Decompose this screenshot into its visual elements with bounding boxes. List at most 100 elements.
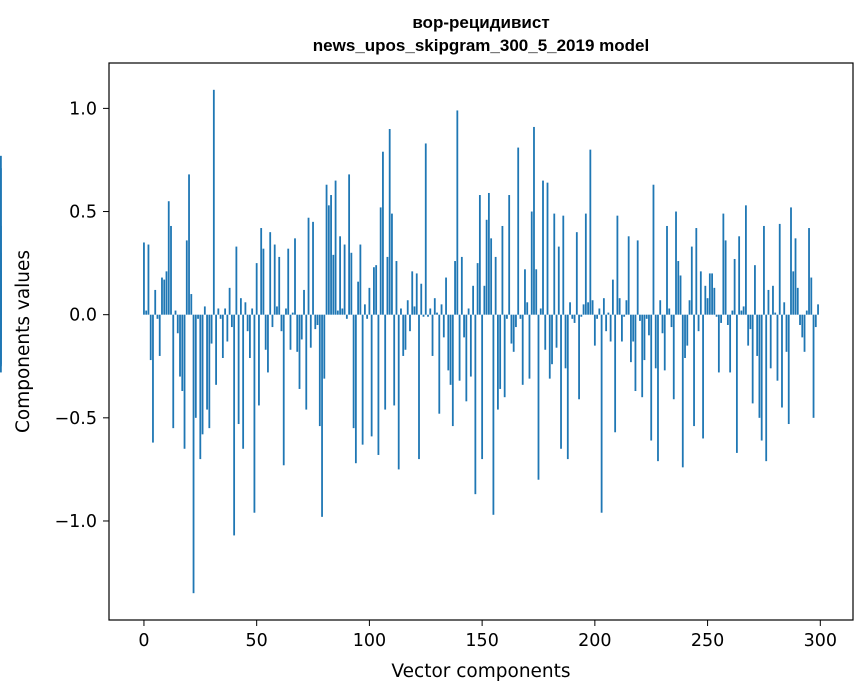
bar-193	[578, 314, 580, 400]
bar-263	[735, 314, 738, 453]
bar-71	[303, 289, 305, 315]
bar-93	[352, 314, 355, 429]
bar-184	[557, 246, 560, 315]
bar-42	[237, 314, 240, 425]
bar-217	[632, 314, 635, 342]
bar-52	[260, 228, 263, 315]
bar-276	[765, 314, 768, 462]
bar-281	[776, 314, 779, 381]
bar-125	[424, 143, 427, 315]
bar-91	[348, 174, 351, 315]
bar-154	[490, 238, 493, 315]
bar-231	[663, 314, 666, 371]
bar-83	[330, 195, 332, 315]
bar-4	[152, 314, 154, 443]
bar-206	[607, 312, 610, 315]
bar-297	[812, 314, 815, 418]
bar-240	[684, 314, 686, 358]
bar-76	[314, 314, 317, 330]
bar-65	[289, 314, 292, 350]
bar-109	[388, 129, 391, 315]
bar-77	[316, 314, 319, 325]
bar-27	[203, 306, 206, 315]
bar-55	[267, 314, 269, 373]
bar-121	[415, 273, 418, 315]
bar-211	[618, 298, 621, 315]
bar-170	[526, 302, 529, 315]
bar-270	[751, 314, 754, 404]
chart-title: вор-рецидивист	[412, 13, 549, 32]
bar-66	[291, 312, 294, 315]
bar-undefined	[0, 314, 2, 367]
bar-74	[309, 314, 312, 348]
bar-290	[796, 287, 799, 315]
bar-84	[332, 254, 335, 315]
bar-207	[609, 314, 612, 342]
bar-87	[339, 236, 341, 315]
x-tick-label: 50	[246, 631, 268, 651]
bar-132	[440, 304, 443, 315]
bar-22	[192, 314, 195, 594]
bar-160	[503, 314, 506, 398]
bar-21	[190, 294, 193, 315]
bar-6	[156, 314, 159, 319]
bar-227	[654, 314, 657, 369]
bar-289	[794, 238, 797, 315]
bar-107	[384, 314, 387, 410]
x-tick-label: 300	[804, 631, 837, 651]
bar-175	[537, 314, 540, 480]
bar-247	[699, 271, 702, 315]
bar-210	[616, 215, 619, 315]
bar-41	[235, 246, 238, 315]
bar-223	[645, 314, 648, 319]
bar-202	[598, 308, 601, 315]
bar-26	[201, 314, 204, 435]
bar-85	[334, 180, 337, 315]
bar-190	[571, 314, 574, 319]
bar-50	[255, 263, 258, 315]
x-axis: 0 50 100 150 200 250 300	[138, 620, 837, 651]
bar-257	[722, 213, 725, 315]
bar-157	[497, 314, 499, 410]
bar-275	[763, 225, 765, 315]
bar-180	[548, 314, 551, 379]
bar-39	[230, 314, 233, 328]
bar-237	[677, 261, 680, 315]
bar-102	[373, 267, 375, 315]
bar-95	[357, 281, 360, 315]
bar-162	[508, 195, 511, 315]
bar-73	[307, 217, 310, 315]
bar-136	[449, 314, 452, 385]
bar-116	[404, 314, 407, 350]
bar-260	[729, 314, 732, 373]
bar-32	[215, 314, 217, 385]
bar-248	[702, 314, 704, 439]
bar-15	[176, 314, 179, 334]
bar-277	[767, 289, 770, 315]
bar-35	[221, 314, 224, 358]
bar-294	[805, 310, 808, 315]
bar-238	[679, 275, 682, 315]
bar-3	[149, 314, 152, 361]
bar-115	[402, 314, 405, 356]
bar-96	[359, 244, 362, 315]
bar-173	[533, 126, 535, 315]
plot-frame	[108, 62, 854, 621]
bar-218	[634, 314, 637, 392]
bar-81	[325, 184, 328, 315]
bar-253	[713, 287, 716, 315]
bar-153	[487, 192, 490, 315]
bar-0	[143, 242, 145, 315]
bar-261	[731, 310, 734, 315]
bar-123	[420, 283, 423, 315]
bar-168	[521, 314, 524, 385]
bar-92	[350, 252, 353, 315]
bar-232	[666, 225, 668, 315]
bar-100	[368, 287, 371, 315]
bar-67	[294, 238, 296, 315]
bar-242	[688, 300, 691, 315]
bar-undefined	[0, 225, 2, 315]
bar-158	[499, 314, 502, 389]
bar-110	[391, 213, 393, 315]
